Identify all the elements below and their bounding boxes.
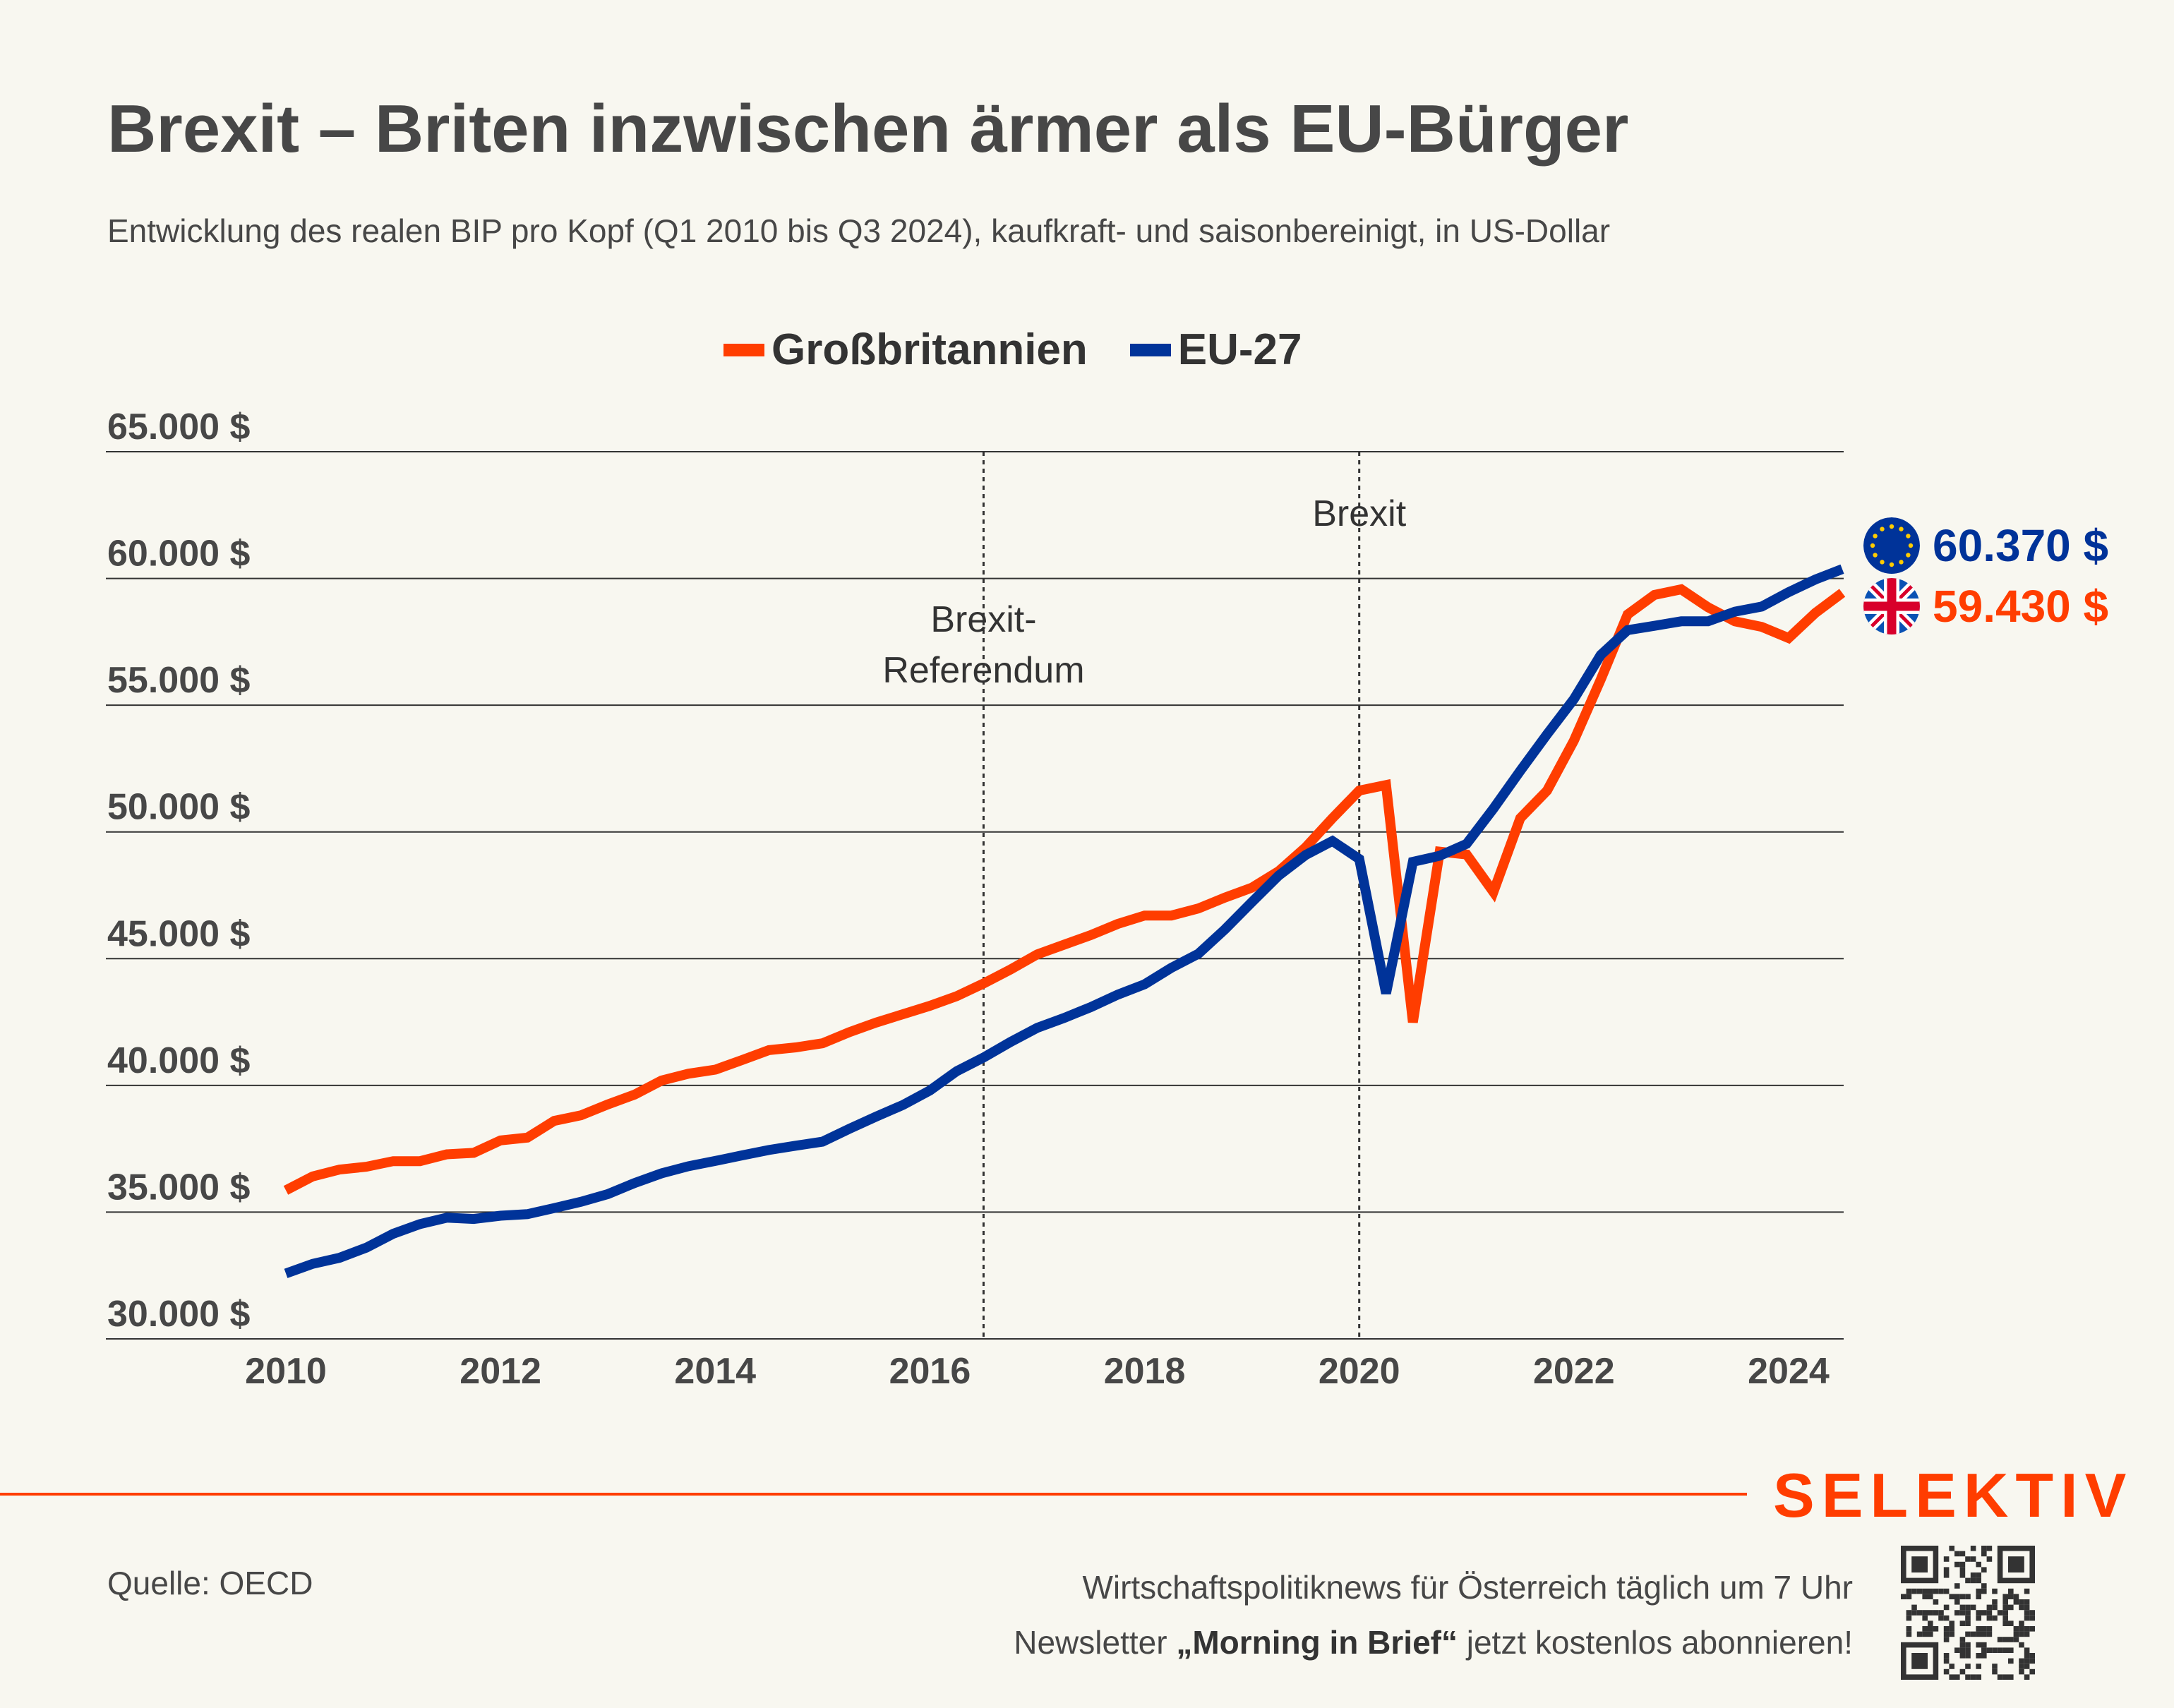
uk-flag-icon [1863, 578, 1920, 635]
x-tick-label: 2022 [1533, 1351, 1615, 1392]
brand-logo: SELEKTIV [1773, 1460, 2134, 1530]
x-tick-label: 2020 [1319, 1351, 1400, 1392]
y-tick-label: 35.000 $ [107, 1167, 250, 1208]
end-value-gb: 59.430 $ [1933, 581, 2109, 632]
y-tick-label: 30.000 $ [107, 1294, 250, 1335]
qr-code-icon[interactable] [1901, 1546, 2035, 1680]
annotation-label: Referendum [882, 650, 1084, 691]
legend-swatch-eu [1129, 343, 1171, 356]
x-tick-label: 2016 [889, 1351, 971, 1392]
series-line-gb [283, 584, 1846, 1195]
y-tick-label: 65.000 $ [107, 407, 250, 447]
end-label-gb: 59.430 $ [1863, 576, 2108, 637]
promo-text-end: jetzt kostenlos abonnieren! [1457, 1624, 1853, 1661]
newsletter-promo: Wirtschaftspolitiknews für Österreich tä… [1014, 1560, 1853, 1670]
promo-line-1: Wirtschaftspolitiknews für Österreich tä… [1082, 1569, 1853, 1606]
x-tick-label: 2010 [245, 1351, 327, 1392]
promo-text: Newsletter [1014, 1624, 1177, 1661]
y-tick-label: 60.000 $ [107, 534, 250, 575]
legend-swatch-gb [723, 343, 764, 356]
x-tick-label: 2014 [674, 1351, 756, 1392]
line-chart: 30.000 $ 35.000 $ 40.000 $ 45.000 $ 50.000 $… [106, 407, 1846, 1392]
x-tick-label: 2024 [1748, 1351, 1830, 1392]
y-tick-label: 55.000 $ [107, 660, 250, 701]
footer-divider [0, 1493, 1747, 1496]
legend-item-gb: Großbritannien [723, 325, 1088, 375]
end-labels: 60.370 $ 59.430 $ [1863, 515, 2108, 637]
x-tick-label: 2018 [1104, 1351, 1186, 1392]
chart-subtitle: Entwicklung des realen BIP pro Kopf (Q1 … [107, 212, 1611, 249]
promo-line-2: Newsletter „Morning in Brief“ jetzt kost… [1014, 1615, 1853, 1670]
source-note: Quelle: OECD [107, 1565, 313, 1601]
legend-label-gb: Großbritannien [771, 325, 1088, 374]
y-tick-label: 50.000 $ [107, 787, 250, 828]
series-line-eu [284, 564, 1844, 1278]
legend-label-eu: EU-27 [1177, 325, 1302, 374]
x-tick-label: 2012 [460, 1351, 541, 1392]
chart-title: Brexit – Briten inzwischen ärmer als EU-… [107, 91, 1629, 167]
end-value-eu: 60.370 $ [1933, 520, 2109, 571]
annotation-label: Brexit [1312, 493, 1406, 534]
y-tick-label: 45.000 $ [107, 913, 250, 954]
newsletter-name: „Morning in Brief“ [1176, 1624, 1458, 1661]
legend-item-eu: EU-27 [1129, 325, 1302, 375]
end-label-eu: 60.370 $ [1863, 515, 2108, 576]
y-tick-label: 40.000 $ [107, 1040, 250, 1081]
eu-flag-icon [1863, 517, 1920, 574]
annotation-label: Brexit- [930, 599, 1036, 640]
legend: Großbritannien EU-27 [723, 325, 1345, 375]
